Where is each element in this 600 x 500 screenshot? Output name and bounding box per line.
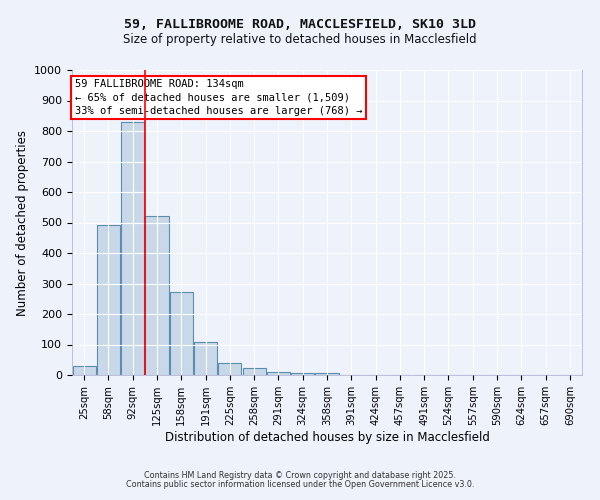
Bar [194, 342, 217, 375]
Bar [121, 122, 144, 375]
Bar [218, 364, 241, 375]
Text: Size of property relative to detached houses in Macclesfield: Size of property relative to detached ho… [123, 32, 477, 46]
Text: Contains HM Land Registry data © Crown copyright and database right 2025.: Contains HM Land Registry data © Crown c… [144, 471, 456, 480]
Y-axis label: Number of detached properties: Number of detached properties [16, 130, 29, 316]
Bar [267, 372, 290, 375]
Bar [97, 224, 120, 375]
Text: 59, FALLIBROOME ROAD, MACCLESFIELD, SK10 3LD: 59, FALLIBROOME ROAD, MACCLESFIELD, SK10… [124, 18, 476, 30]
Bar [291, 374, 314, 375]
Bar [145, 216, 169, 375]
Bar [242, 368, 266, 375]
Text: 59 FALLIBROOME ROAD: 134sqm
← 65% of detached houses are smaller (1,509)
33% of : 59 FALLIBROOME ROAD: 134sqm ← 65% of det… [74, 79, 362, 116]
Text: Contains public sector information licensed under the Open Government Licence v3: Contains public sector information licen… [126, 480, 474, 489]
X-axis label: Distribution of detached houses by size in Macclesfield: Distribution of detached houses by size … [164, 430, 490, 444]
Bar [73, 366, 95, 375]
Bar [316, 374, 338, 375]
Bar [170, 292, 193, 375]
